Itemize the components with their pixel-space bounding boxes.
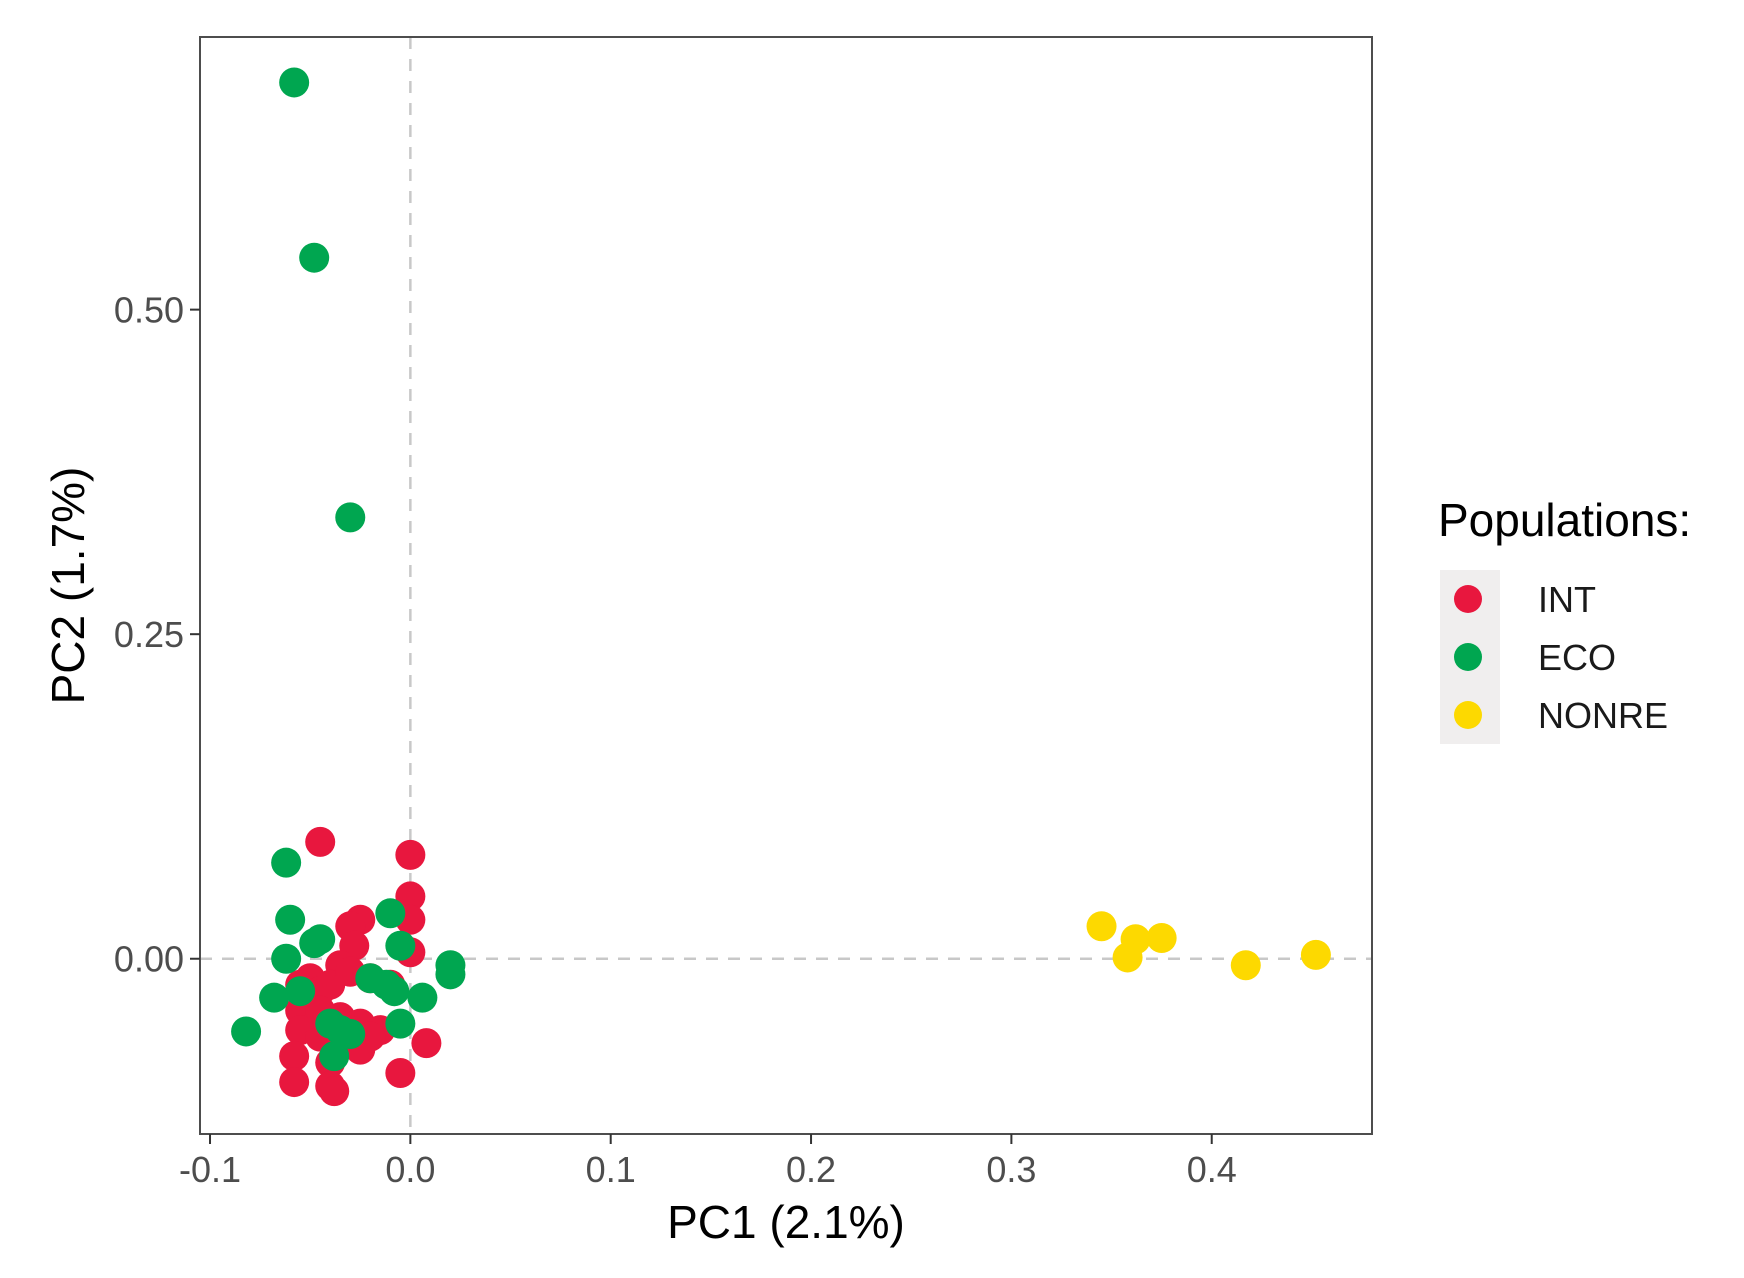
point-nonre: [1112, 942, 1143, 973]
point-eco: [335, 1019, 366, 1050]
y-tick-label: 0.00: [114, 939, 184, 980]
y-tick-label: 0.50: [114, 290, 184, 331]
legend-label-nonre: NONRE: [1538, 695, 1668, 736]
point-eco: [385, 1008, 416, 1039]
point-eco: [259, 982, 290, 1013]
point-eco: [319, 1041, 350, 1072]
legend-key-int: [1454, 585, 1482, 613]
point-eco: [305, 924, 336, 955]
point-eco: [271, 847, 302, 878]
point-eco: [285, 976, 316, 1007]
x-tick-label: -0.1: [179, 1149, 241, 1190]
y-axis-title: PC2 (1.7%): [42, 467, 94, 705]
x-axis-title: PC1 (2.1%): [667, 1196, 905, 1248]
x-tick-label: 0.0: [385, 1149, 435, 1190]
point-int: [279, 1067, 310, 1098]
point-eco: [231, 1016, 262, 1047]
legend-key-nonre: [1454, 701, 1482, 729]
point-eco: [279, 67, 310, 98]
point-eco: [385, 930, 416, 961]
reference-lines: [200, 37, 1372, 1134]
legend-title: Populations:: [1438, 494, 1691, 546]
point-int: [279, 1041, 310, 1072]
x-axis: -0.1 0.0 0.1 0.2 0.3 0.4: [179, 1134, 1237, 1190]
x-tick-label: 0.2: [786, 1149, 836, 1190]
point-eco: [435, 959, 466, 990]
x-tick-label: 0.3: [986, 1149, 1036, 1190]
panel-border: [199, 36, 1373, 1135]
legend-key-eco: [1454, 643, 1482, 671]
point-nonre: [1146, 922, 1177, 953]
point-int: [305, 826, 336, 857]
point-int: [319, 1076, 350, 1107]
point-nonre: [1300, 939, 1331, 970]
point-nonre: [1230, 950, 1261, 981]
point-eco: [335, 502, 366, 533]
point-int: [395, 839, 426, 870]
point-int: [385, 1057, 416, 1088]
legend-items: INT ECO NONRE: [1454, 579, 1668, 736]
points-layer: [231, 67, 1331, 1107]
legend-label-int: INT: [1538, 579, 1596, 620]
point-eco: [407, 982, 438, 1013]
y-tick-label: 0.25: [114, 614, 184, 655]
point-eco: [271, 943, 302, 974]
point-eco: [379, 976, 410, 1007]
y-axis: 0.00 0.25 0.50: [114, 290, 200, 980]
point-eco: [275, 904, 306, 935]
point-int: [395, 881, 426, 912]
point-eco: [375, 898, 406, 929]
legend-label-eco: ECO: [1538, 637, 1616, 678]
point-nonre: [1086, 911, 1117, 942]
point-eco: [299, 242, 330, 273]
point-int: [411, 1028, 442, 1059]
x-tick-label: 0.4: [1187, 1149, 1237, 1190]
legend: Populations: INT ECO NONRE: [1438, 494, 1691, 744]
x-tick-label: 0.1: [586, 1149, 636, 1190]
